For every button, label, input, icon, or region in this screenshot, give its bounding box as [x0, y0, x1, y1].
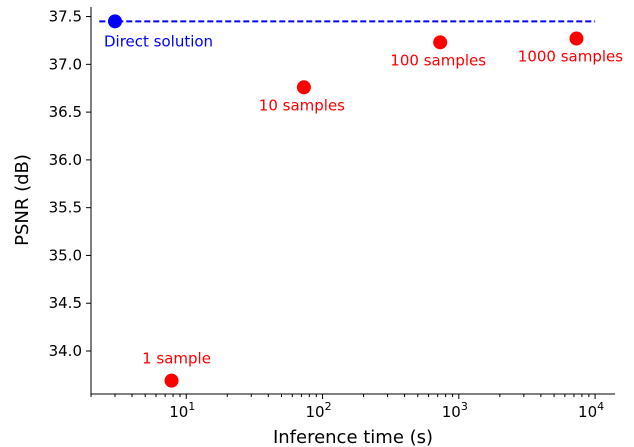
- y-tick-label: 35.0: [49, 246, 82, 264]
- direct-solution-point: [107, 14, 122, 29]
- sample-point: [569, 31, 584, 46]
- x-tick-label: 104: [578, 400, 604, 421]
- y-tick-label: 34.5: [49, 294, 82, 312]
- sample-point-label: 100 samples: [390, 51, 486, 69]
- sample-point: [433, 35, 448, 50]
- y-tick-label: 37.5: [49, 8, 82, 26]
- sample-point: [164, 373, 179, 388]
- sample-point-label: 1 sample: [142, 350, 211, 368]
- plot-area: Direct solution 1 sample 10 samples 100 sam…: [99, 14, 623, 388]
- y-tick-label: 37.0: [49, 55, 82, 73]
- x-tick-label: 103: [442, 400, 468, 421]
- x-tick-label: 101: [169, 400, 195, 421]
- x-axis-title: Inference time (s): [273, 427, 433, 447]
- sample-point: [296, 80, 311, 95]
- y-tick-label: 36.5: [49, 103, 82, 121]
- x-axis-ticks: 101 102 103 104: [90, 394, 604, 421]
- y-tick-label: 35.5: [49, 199, 82, 217]
- sample-point-label: 10 samples: [259, 96, 345, 114]
- y-axis-ticks: 34.0 34.5 35.0 35.5 36.0 36.5 37.0 37.5: [49, 8, 91, 360]
- sample-point-label: 1000 samples: [518, 48, 623, 66]
- y-tick-label: 36.0: [49, 151, 82, 169]
- y-tick-label: 34.0: [49, 342, 82, 360]
- y-axis-title: PSNR (dB): [12, 154, 33, 246]
- x-tick-label: 102: [305, 400, 331, 421]
- direct-solution-label: Direct solution: [104, 32, 213, 50]
